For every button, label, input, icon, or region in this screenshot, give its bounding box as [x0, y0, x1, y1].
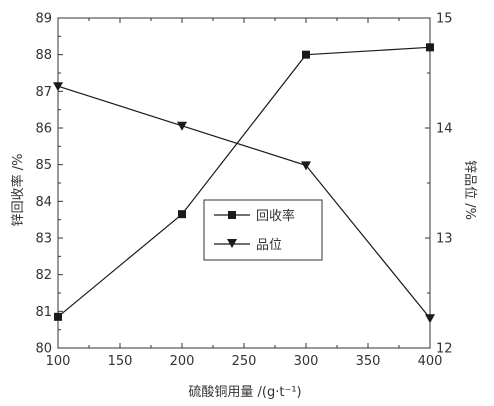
series-line-recovery	[57, 46, 431, 318]
x-tick-label: 200	[170, 354, 195, 369]
y-axis-label-right: 锌品位 /%	[462, 160, 477, 220]
y-left-tick-label: 82	[35, 268, 52, 283]
plot-frame	[57, 17, 431, 349]
y-left-tick-label: 85	[35, 158, 52, 173]
y-left-tick-label: 89	[35, 12, 52, 27]
y-right-tick-label: 13	[436, 232, 453, 247]
legend-box	[203, 199, 323, 261]
data-point-grade	[301, 161, 311, 171]
x-tick-label: 150	[108, 354, 133, 369]
y-left-tick-label: 83	[35, 232, 52, 247]
x-tick-label: 350	[356, 354, 381, 369]
data-point-recovery	[302, 50, 310, 59]
legend-label-recovery: 回收率	[256, 208, 295, 224]
y-right-tick-label: 14	[436, 122, 453, 137]
y-left-tick-label: 88	[35, 48, 52, 63]
x-axis-label: 硫酸铜用量 /(g·t⁻¹)	[188, 385, 301, 400]
y-axis-label-left: 锌回收率 /%	[10, 154, 26, 227]
y-left-tick-label: 87	[35, 85, 52, 100]
legend-label-grade: 品位	[256, 238, 282, 253]
data-point-recovery	[426, 43, 434, 52]
legend-marker-recovery	[228, 211, 236, 219]
data-point-grade	[425, 314, 435, 324]
legend: 回收率 品位	[203, 199, 323, 261]
series-line-grade	[57, 85, 431, 319]
y-left-tick-label: 81	[35, 305, 52, 320]
y-right-tick-label: 12	[436, 342, 453, 357]
x-tick-label: 300	[294, 354, 319, 369]
y-left-tick-label: 86	[35, 122, 52, 137]
y-left-tick-label: 84	[35, 195, 52, 210]
x-tick-label: 400	[418, 354, 443, 369]
data-point-recovery	[178, 210, 186, 219]
y-right-tick-label: 15	[436, 12, 453, 27]
legend-marker-grade	[227, 239, 237, 248]
x-tick-label: 250	[232, 354, 257, 369]
data-point-recovery	[54, 312, 62, 321]
data-point-grade	[177, 121, 187, 131]
data-point-grade	[53, 82, 63, 92]
y-left-tick-label: 80	[35, 342, 52, 357]
x-tick-label: 100	[46, 354, 71, 369]
